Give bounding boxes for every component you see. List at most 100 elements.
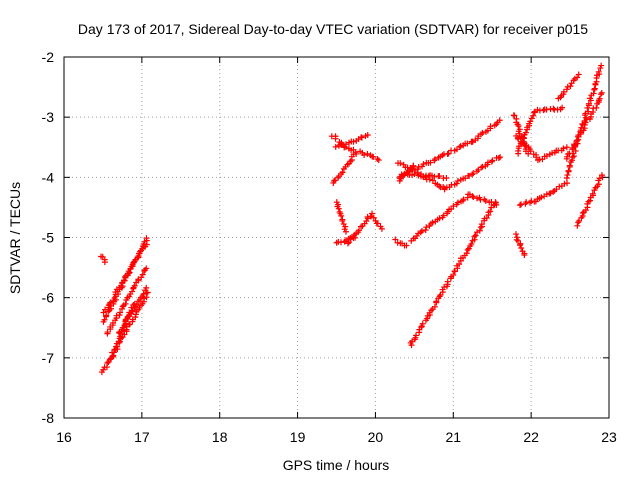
data-point <box>339 169 346 176</box>
data-point <box>573 137 580 144</box>
data-point <box>470 170 477 177</box>
data-point <box>454 199 461 206</box>
data-point <box>369 210 376 217</box>
data-point <box>530 112 537 119</box>
data-point <box>440 212 447 219</box>
data-point <box>543 106 550 113</box>
data-point <box>466 172 473 179</box>
x-tick-label: 20 <box>368 429 384 445</box>
data-point <box>560 145 567 152</box>
data-point <box>397 160 404 167</box>
data-point <box>415 172 422 179</box>
data-point <box>574 133 581 140</box>
data-point <box>104 329 111 336</box>
data-point <box>111 346 118 353</box>
data-point <box>403 242 410 249</box>
data-point <box>489 157 496 164</box>
data-point <box>436 215 443 222</box>
axis-ticks <box>63 56 610 419</box>
data-point <box>370 153 377 160</box>
data-point <box>574 222 581 229</box>
data-point <box>575 219 582 226</box>
data-point <box>418 227 425 234</box>
data-point <box>566 162 573 169</box>
data-point <box>492 199 499 206</box>
data-point <box>113 312 120 319</box>
data-point <box>593 104 600 111</box>
data-point <box>352 234 359 241</box>
data-point <box>364 150 371 157</box>
data-point <box>518 244 525 251</box>
data-point <box>527 148 534 155</box>
x-tick-label: 23 <box>601 429 617 445</box>
y-tick-label: -5 <box>42 230 55 246</box>
data-point <box>350 138 357 145</box>
data-point <box>566 150 573 157</box>
y-tick-label: -7 <box>42 350 55 366</box>
data-point <box>364 131 371 138</box>
data-point <box>479 163 486 170</box>
data-point <box>456 144 463 151</box>
data-point <box>520 134 527 141</box>
data-point <box>113 343 120 350</box>
data-point <box>487 123 494 130</box>
data-point <box>356 227 363 234</box>
y-tick-label: -6 <box>42 290 55 306</box>
data-point <box>515 147 522 154</box>
data-marks <box>98 62 606 376</box>
data-point <box>431 173 438 180</box>
data-point <box>472 232 479 239</box>
data-point <box>378 225 385 232</box>
data-point <box>331 177 338 184</box>
data-point <box>441 284 448 291</box>
data-point <box>590 90 597 97</box>
data-point <box>468 241 475 248</box>
data-point <box>122 300 129 307</box>
data-point <box>582 119 589 126</box>
data-point <box>460 196 467 203</box>
data-point <box>361 152 368 159</box>
data-point <box>587 95 594 102</box>
data-point <box>143 265 150 272</box>
data-point <box>335 205 342 212</box>
data-point <box>470 194 477 201</box>
data-point <box>413 332 420 339</box>
data-point <box>572 147 579 154</box>
data-point <box>375 157 382 164</box>
data-point <box>338 239 344 246</box>
data-point <box>528 115 535 122</box>
data-point <box>478 164 485 171</box>
data-point <box>519 138 526 145</box>
data-point <box>476 227 483 234</box>
data-point <box>596 95 603 102</box>
data-point <box>468 139 475 146</box>
data-point <box>496 117 503 124</box>
data-point <box>338 212 345 219</box>
data-point <box>595 68 602 75</box>
data-point <box>517 242 524 249</box>
data-point <box>367 213 374 220</box>
data-point <box>598 89 605 96</box>
data-point <box>137 247 144 254</box>
data-point <box>415 230 422 237</box>
data-point <box>370 214 377 221</box>
data-point <box>345 239 352 246</box>
data-point <box>564 172 571 179</box>
y-tick-label: -8 <box>42 410 55 426</box>
data-point <box>454 177 461 184</box>
data-point <box>450 272 457 279</box>
data-point <box>589 190 596 197</box>
data-point <box>432 156 439 163</box>
data-point <box>464 140 471 147</box>
data-point <box>124 315 131 322</box>
data-point <box>119 303 126 310</box>
data-point <box>101 316 108 323</box>
data-point <box>465 191 472 198</box>
data-point <box>423 224 430 231</box>
data-point <box>102 306 109 313</box>
data-point <box>344 240 351 247</box>
data-point <box>135 254 142 261</box>
x-tick-label: 22 <box>523 429 539 445</box>
data-point <box>531 198 538 205</box>
data-point <box>417 229 424 236</box>
